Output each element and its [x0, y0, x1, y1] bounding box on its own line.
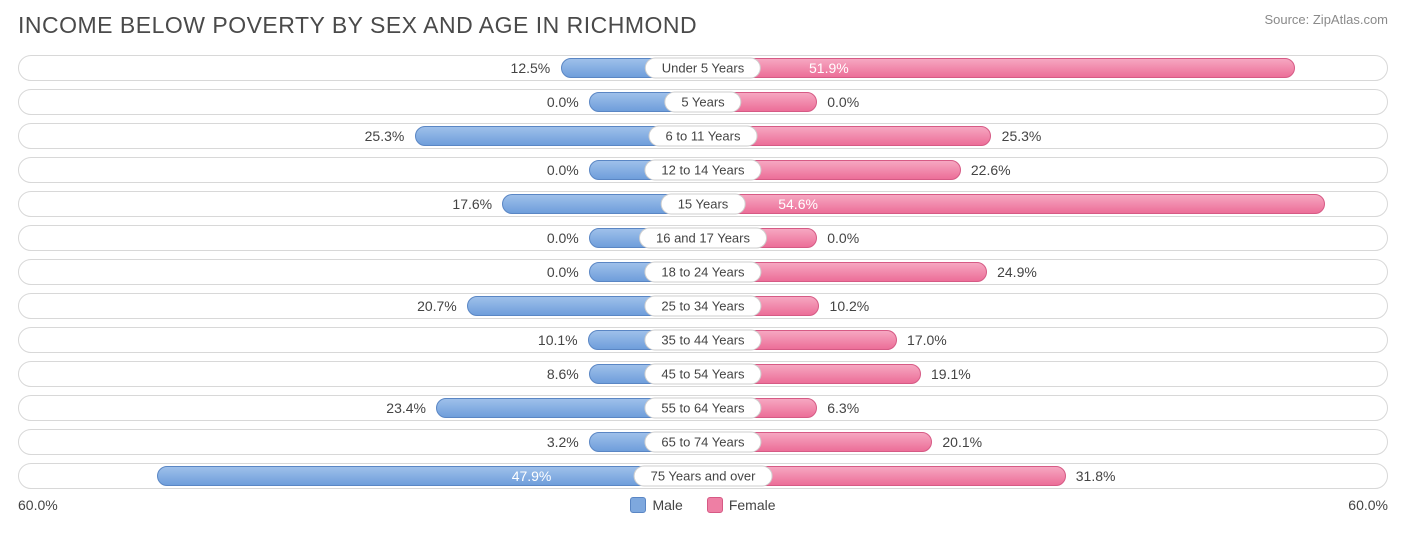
male-half: 3.2%: [19, 430, 703, 454]
bar-row: 8.6% 19.1% 45 to 54 Years: [18, 361, 1388, 387]
chart-title: INCOME BELOW POVERTY BY SEX AND AGE IN R…: [18, 12, 697, 39]
female-half: 51.9%: [703, 56, 1387, 80]
female-value-label: 25.3%: [1002, 128, 1042, 144]
male-half: 0.0%: [19, 260, 703, 284]
bar-row: 12.5% 51.9% Under 5 Years: [18, 55, 1388, 81]
chart-footer: 60.0% Male Female 60.0%: [18, 497, 1388, 513]
female-value-label: 54.6%: [778, 196, 818, 212]
female-value-label: 0.0%: [827, 94, 859, 110]
male-value-label: 10.1%: [538, 332, 578, 348]
female-value-label: 20.1%: [942, 434, 982, 450]
female-half: 10.2%: [703, 294, 1387, 318]
male-value-label: 3.2%: [547, 434, 579, 450]
male-value-label: 17.6%: [452, 196, 492, 212]
category-label: 75 Years and over: [634, 466, 773, 487]
legend-male-label: Male: [652, 497, 682, 513]
category-label: 25 to 34 Years: [644, 296, 761, 317]
chart-source: Source: ZipAtlas.com: [1264, 12, 1388, 27]
bar-row: 17.6% 54.6% 15 Years: [18, 191, 1388, 217]
bar-row: 25.3% 25.3% 6 to 11 Years: [18, 123, 1388, 149]
male-half: 47.9%: [19, 464, 703, 488]
male-value-label: 12.5%: [511, 60, 551, 76]
female-value-label: 6.3%: [827, 400, 859, 416]
female-value-label: 51.9%: [809, 60, 849, 76]
legend-female-label: Female: [729, 497, 776, 513]
bar-row: 3.2% 20.1% 65 to 74 Years: [18, 429, 1388, 455]
male-swatch: [630, 497, 646, 513]
bar-row: 20.7% 10.2% 25 to 34 Years: [18, 293, 1388, 319]
female-bar: [703, 58, 1295, 78]
bar-row: 23.4% 6.3% 55 to 64 Years: [18, 395, 1388, 421]
female-value-label: 0.0%: [827, 230, 859, 246]
female-half: 25.3%: [703, 124, 1387, 148]
female-half: 54.6%: [703, 192, 1387, 216]
female-value-label: 17.0%: [907, 332, 947, 348]
male-value-label: 0.0%: [547, 162, 579, 178]
female-value-label: 10.2%: [830, 298, 870, 314]
male-value-label: 25.3%: [365, 128, 405, 144]
legend: Male Female: [630, 497, 775, 513]
category-label: 35 to 44 Years: [644, 330, 761, 351]
female-half: 19.1%: [703, 362, 1387, 386]
female-half: 31.8%: [703, 464, 1387, 488]
male-half: 10.1%: [19, 328, 703, 352]
category-label: 55 to 64 Years: [644, 398, 761, 419]
female-half: 24.9%: [703, 260, 1387, 284]
female-value-label: 24.9%: [997, 264, 1037, 280]
bar-row: 0.0% 24.9% 18 to 24 Years: [18, 259, 1388, 285]
male-value-label: 0.0%: [547, 94, 579, 110]
category-label: 45 to 54 Years: [644, 364, 761, 385]
category-label: 6 to 11 Years: [649, 126, 758, 147]
female-swatch: [707, 497, 723, 513]
legend-item-female: Female: [707, 497, 776, 513]
female-half: 20.1%: [703, 430, 1387, 454]
male-value-label: 0.0%: [547, 264, 579, 280]
male-value-label: 47.9%: [512, 468, 552, 484]
axis-left-max: 60.0%: [18, 497, 58, 513]
category-label: 5 Years: [664, 92, 741, 113]
category-label: 15 Years: [661, 194, 746, 215]
male-half: 23.4%: [19, 396, 703, 420]
female-value-label: 22.6%: [971, 162, 1011, 178]
female-half: 17.0%: [703, 328, 1387, 352]
male-value-label: 8.6%: [547, 366, 579, 382]
legend-item-male: Male: [630, 497, 682, 513]
male-value-label: 20.7%: [417, 298, 457, 314]
bar-row: 0.0% 22.6% 12 to 14 Years: [18, 157, 1388, 183]
female-half: 6.3%: [703, 396, 1387, 420]
female-value-label: 31.8%: [1076, 468, 1116, 484]
category-label: 16 and 17 Years: [639, 228, 767, 249]
male-half: 20.7%: [19, 294, 703, 318]
axis-right-max: 60.0%: [1348, 497, 1388, 513]
bar-row: 47.9% 31.8% 75 Years and over: [18, 463, 1388, 489]
female-value-label: 19.1%: [931, 366, 971, 382]
category-label: 18 to 24 Years: [644, 262, 761, 283]
female-half: 0.0%: [703, 226, 1387, 250]
chart-header: INCOME BELOW POVERTY BY SEX AND AGE IN R…: [18, 12, 1388, 39]
category-label: Under 5 Years: [645, 58, 761, 79]
male-half: 8.6%: [19, 362, 703, 386]
male-value-label: 23.4%: [386, 400, 426, 416]
male-half: 0.0%: [19, 158, 703, 182]
category-label: 12 to 14 Years: [644, 160, 761, 181]
bar-row: 0.0% 0.0% 16 and 17 Years: [18, 225, 1388, 251]
male-value-label: 0.0%: [547, 230, 579, 246]
female-half: 22.6%: [703, 158, 1387, 182]
chart-area: 12.5% 51.9% Under 5 Years 0.0% 0.0% 5 Years 25…: [18, 55, 1388, 489]
male-half: 12.5%: [19, 56, 703, 80]
male-half: 0.0%: [19, 226, 703, 250]
bar-row: 10.1% 17.0% 35 to 44 Years: [18, 327, 1388, 353]
male-half: 25.3%: [19, 124, 703, 148]
male-bar: [157, 466, 703, 486]
female-half: 0.0%: [703, 90, 1387, 114]
male-half: 0.0%: [19, 90, 703, 114]
category-label: 65 to 74 Years: [644, 432, 761, 453]
bar-row: 0.0% 0.0% 5 Years: [18, 89, 1388, 115]
male-half: 17.6%: [19, 192, 703, 216]
